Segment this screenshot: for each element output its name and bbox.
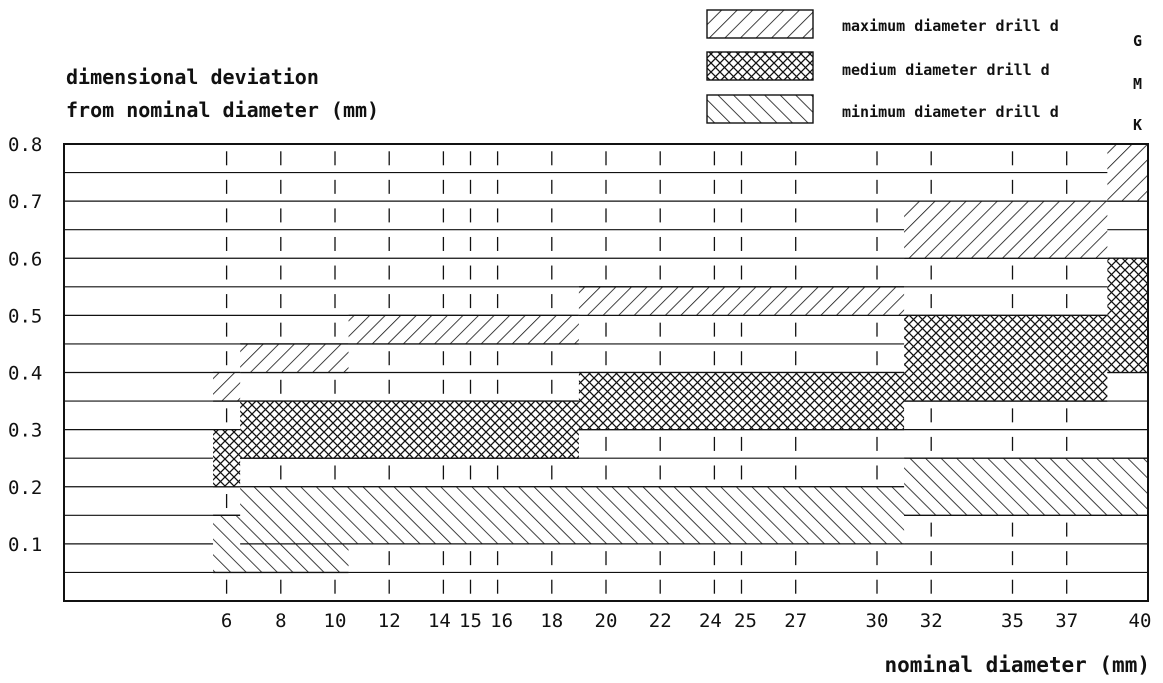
y-tick-label: 0.7 (8, 191, 42, 213)
bar-medium (240, 401, 579, 459)
y-tick-label: 0.2 (8, 477, 42, 499)
y-tick-label: 0.6 (8, 248, 42, 270)
bar-maximum (213, 372, 241, 402)
y-axis-title-line-2: from nominal diameter (mm) (66, 98, 379, 122)
bar-medium (1107, 258, 1148, 373)
legend-subscript-medium: M (1133, 75, 1142, 93)
plot-frame (63, 143, 1149, 602)
x-tick-label: 35 (1001, 610, 1024, 632)
bar-maximum (348, 315, 579, 344)
legend-swatch-minimum (706, 94, 814, 124)
bar-minimum (904, 458, 1148, 516)
legend-label-medium: medium diameter drill d (842, 61, 1050, 79)
legend-swatch-maximum (706, 9, 814, 39)
x-tick-label: 40 (1129, 610, 1152, 632)
plot-area: 0.1 0.2 0.3 0.4 0.5 0.6 0.7 0.8 6 8 10 12 14 15 16 18 20… (8, 134, 1151, 632)
x-tick-label: 27 (784, 610, 807, 632)
bar-medium (578, 372, 905, 430)
bar-medium (904, 315, 1108, 402)
y-tick-label: 0.8 (8, 134, 42, 156)
x-tick-label: 25 (734, 610, 757, 632)
x-axis-title: nominal diameter (mm) (884, 653, 1150, 677)
x-tick-label: 30 (866, 610, 889, 632)
bar-maximum (240, 343, 349, 373)
legend: maximum diameter drill d G medium diamet… (706, 9, 1142, 134)
legend-subscript-maximum: G (1133, 32, 1142, 50)
x-tick-label: 6 (221, 610, 232, 632)
y-tick-label: 0.5 (8, 305, 42, 327)
x-tick-label: 24 (699, 610, 722, 632)
x-tick-label: 12 (378, 610, 401, 632)
y-tick-label: 0.4 (8, 363, 42, 385)
x-tick-label: 14 (428, 610, 451, 632)
x-tick-label: 22 (649, 610, 672, 632)
y-tick-label: 0.3 (8, 420, 42, 442)
legend-label-minimum: minimum diameter drill d (842, 103, 1059, 121)
bar-maximum (578, 286, 905, 316)
x-tick-label: 16 (490, 610, 513, 632)
legend-subscript-minimum: K (1133, 116, 1142, 134)
y-tick-label: 0.1 (8, 534, 42, 556)
bar-maximum (1107, 144, 1148, 202)
bar-medium (213, 429, 241, 487)
x-tick-label: 32 (920, 610, 943, 632)
legend-label-maximum: maximum diameter drill d (842, 17, 1059, 35)
bar-maximum (904, 201, 1108, 259)
y-axis-title-line-1: dimensional deviation (66, 65, 319, 89)
x-tick-label: 15 (459, 610, 482, 632)
x-tick-label: 20 (595, 610, 618, 632)
x-tick-label: 10 (324, 610, 347, 632)
legend-swatch-medium (706, 51, 814, 81)
bar-minimum (240, 486, 905, 544)
x-tick-label: 18 (540, 610, 563, 632)
x-tick-label: 37 (1055, 610, 1078, 632)
x-tick-label: 8 (275, 610, 286, 632)
